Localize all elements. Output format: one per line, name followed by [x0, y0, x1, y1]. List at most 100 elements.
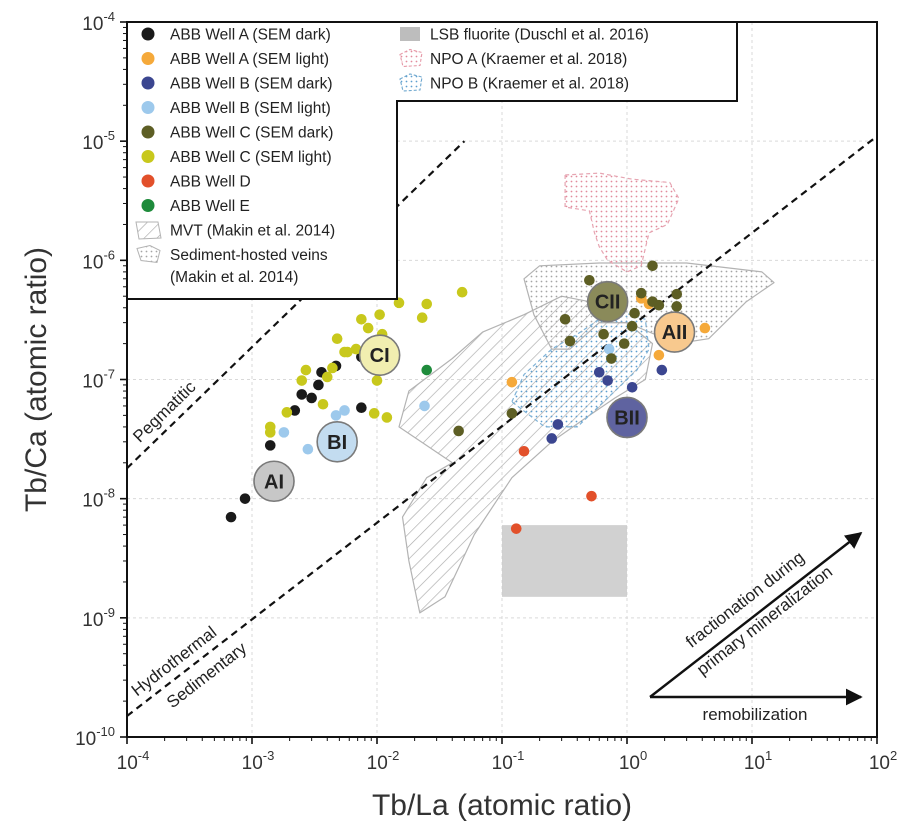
data-point-abb-well-c-sem-light	[381, 412, 393, 423]
data-point-abb-well-a-sem-light	[699, 322, 711, 334]
data-point-abb-well-b-sem-dark	[656, 364, 668, 376]
data-point-abb-well-c-sem-dark	[618, 338, 630, 349]
x-axis-title: Tb/La (atomic ratio)	[372, 789, 632, 821]
data-point-abb-well-a-sem-light	[653, 349, 665, 361]
y-tick-label: 10-8	[82, 486, 115, 512]
legend: ABB Well A (SEM dark) ABB Well A (SEM lig…	[126, 21, 738, 300]
data-point-abb-well-c-sem-dark	[653, 299, 665, 311]
x-tick-label: 101	[744, 748, 772, 774]
legend-marker-npo-a-kraemer-et-al-2018	[399, 48, 423, 68]
legend-marker-abb-well-d	[141, 174, 155, 188]
data-point-abb-well-c-sem-dark	[606, 353, 617, 364]
region-npo-b	[511, 311, 650, 428]
x-tick-label: 102	[869, 748, 897, 774]
legend-label-abb-well-c-sem-light: ABB Well C (SEM light)	[170, 149, 332, 166]
cluster-label-bi: BI	[327, 432, 347, 454]
legend-marker-lsb-fluorite	[400, 27, 420, 41]
legend-label-abb-well-e: ABB Well E	[170, 198, 250, 215]
x-tick-label: 100	[619, 748, 647, 774]
regions	[398, 172, 775, 614]
data-point-abb-well-b-sem-light	[603, 343, 615, 355]
data-point-abb-well-d	[518, 445, 530, 457]
data-point-abb-well-c-sem-dark	[559, 314, 571, 325]
data-point-abb-well-a-sem-light	[506, 376, 518, 388]
data-point-abb-well-b-sem-light	[419, 400, 430, 412]
data-point-abb-well-c-sem-dark	[506, 408, 518, 419]
data-point-abb-well-c-sem-light	[393, 297, 405, 309]
data-point-abb-well-c-sem-light	[281, 407, 293, 418]
remobilization-label: remobilization	[703, 705, 808, 724]
data-point-abb-well-c-sem-light	[356, 314, 367, 325]
region-lsb-fluorite	[502, 525, 627, 597]
pegmatitic-label: Pegmatitic	[129, 377, 200, 446]
cluster-label-aii: AII	[662, 322, 688, 344]
data-point-abb-well-c-sem-light	[321, 371, 333, 383]
x-tick-label: 10-1	[492, 748, 525, 774]
data-point-abb-well-c-sem-light	[296, 375, 308, 386]
data-point-abb-well-c-sem-dark	[647, 260, 658, 272]
legend-marker-mvt	[135, 221, 162, 240]
region-npo-a	[564, 172, 680, 273]
data-point-abb-well-c-sem-light	[421, 298, 433, 310]
legend-marker-abb-well-e	[141, 199, 155, 212]
legend-marker-abb-well-b-sem-dark	[141, 76, 155, 90]
data-point-abb-well-a-sem-dark	[289, 405, 301, 416]
data-point-abb-well-a-sem-dark	[264, 440, 276, 451]
data-point-abb-well-b-sem-light	[278, 427, 290, 438]
data-point-abb-well-e	[421, 364, 433, 376]
data-point-abb-well-a-sem-dark	[296, 389, 308, 400]
data-point-abb-well-c-sem-light	[331, 333, 343, 344]
cluster-marker-ci	[358, 334, 401, 376]
legend-label-abb-well-d: ABB Well D	[170, 174, 251, 191]
data-point-abb-well-b-sem-dark	[602, 375, 613, 386]
data-point-abb-well-d	[510, 523, 522, 534]
legend-label-sediment-hosted-veins: Sediment-hosted veins	[170, 247, 328, 264]
data-point-abb-well-a-sem-dark	[239, 493, 251, 504]
data-point-abb-well-c-sem-light	[456, 286, 468, 298]
cluster-label-bii: BII	[614, 407, 640, 429]
y-tick-label: 10-5	[82, 128, 115, 154]
legend-label-abb-well-a-sem-light: ABB Well A (SEM light)	[170, 51, 329, 68]
data-point-abb-well-c-sem-light	[416, 312, 428, 324]
legend-label-mvt-makin-et-al-2014: MVT (Makin et al. 2014)	[170, 223, 335, 240]
data-point-abb-well-c-sem-dark	[629, 307, 640, 319]
y-tick-label: 10-7	[82, 367, 115, 393]
data-point-abb-well-b-sem-dark	[593, 366, 605, 378]
y-tick-label: 10-6	[82, 247, 115, 273]
legend-marker-abb-well-b-sem-light	[141, 101, 155, 114]
data-point-abb-well-c-sem-light	[264, 421, 276, 433]
data-point-abb-well-a-sem-dark	[313, 379, 324, 391]
y-tick-label: 10-4	[82, 9, 115, 35]
reference-lines	[127, 135, 877, 717]
data-point-abb-well-b-sem-light	[330, 410, 342, 421]
data-point-abb-well-c-sem-light	[342, 346, 353, 358]
legend-label-abb-well-b-sem-light: ABB Well B (SEM light)	[170, 100, 331, 117]
legend-label-abb-well-b-sem-dark: ABB Well B (SEM dark)	[170, 76, 333, 93]
data-point-abb-well-b-sem-dark	[546, 433, 558, 444]
legend-box	[126, 21, 738, 300]
data-point-abb-well-c-sem-dark	[626, 320, 638, 332]
legend-marker-abb-well-a-sem-dark	[141, 27, 155, 41]
y-axis-title: Tb/Ca (atomic ratio)	[20, 247, 53, 512]
legend-marker-npo-b-kraemer-et-al-2018	[399, 73, 423, 92]
legend-marker-sediment-hosted-veins	[136, 244, 161, 264]
data-point-abb-well-c-sem-light	[300, 364, 312, 376]
data-point-abb-well-b-sem-light	[339, 405, 350, 416]
legend-label-npo-a-kraemer-et-al-2018: NPO A (Kraemer et al. 2018)	[430, 51, 627, 68]
legend-marker-abb-well-c-sem-light	[141, 150, 155, 163]
data-point-abb-well-b-sem-light	[302, 443, 314, 455]
legend-label-makin-et-al-2014: (Makin et al. 2014)	[170, 269, 298, 286]
data-point-abb-well-c-sem-dark	[453, 425, 464, 437]
data-point-abb-well-c-sem-dark	[671, 288, 683, 300]
cluster-marker-aii	[653, 311, 696, 353]
legend-label-npo-b-kraemer-et-al-2018: NPO B (Kraemer et al. 2018)	[430, 76, 629, 93]
data-point-abb-well-c-sem-light	[374, 309, 385, 320]
y-tick-label: 10-10	[75, 724, 115, 750]
cluster-marker-bii	[606, 396, 648, 439]
cluster-marker-cii	[586, 280, 629, 323]
reference-line-pegmatitic	[127, 140, 466, 470]
x-tick-label: 10-3	[242, 748, 275, 774]
data-point-abb-well-a-sem-dark	[225, 511, 237, 523]
